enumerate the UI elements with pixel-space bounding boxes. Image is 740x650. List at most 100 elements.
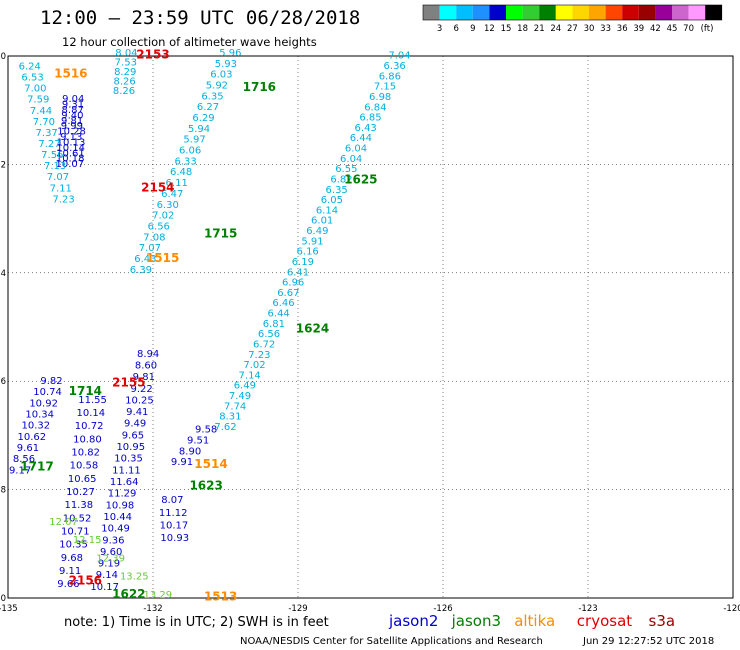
wave-height-value: 6.56 (148, 221, 170, 232)
wave-height-value: 7.23 (52, 194, 74, 205)
units-note: note: 1) Time is in UTC; 2) SWH is in fe… (64, 615, 329, 630)
wave-height-value: 12.07 (49, 517, 78, 528)
pass-time-label: 1514 (194, 457, 227, 471)
wave-height-value: 8.94 (137, 349, 159, 360)
wave-height-value: 10.95 (116, 442, 145, 453)
legend-altika: altika (514, 612, 555, 630)
wave-height-value: 6.36 (384, 61, 406, 72)
wave-height-value: 7.14 (239, 370, 261, 381)
wave-height-value: 7.02 (243, 360, 265, 371)
wave-height-value: 5.96 (219, 48, 241, 59)
map-title: 12:00 – 23:59 UTC 06/28/2018 (40, 7, 360, 29)
wave-height-value: 9.99 (61, 121, 83, 132)
colorbar-swatch (688, 5, 706, 20)
wave-height-value: 8.56 (13, 454, 35, 465)
graticule (8, 56, 733, 598)
wave-height-value: 6.24 (19, 62, 41, 73)
wave-height-value: 10.14 (77, 408, 106, 419)
colorbar-swatch (423, 5, 440, 20)
wave-height-value: 6.81 (263, 319, 285, 330)
timestamp: Jun 29 12:27:52 UTC 2018 (582, 636, 714, 647)
track-cyan-top: 8.047.538.298.268.26 (113, 48, 138, 97)
wave-height-value: 9.91 (171, 457, 193, 468)
wave-height-value: 9.51 (187, 436, 209, 447)
colorbar-swatch (638, 5, 656, 20)
wave-height-value: 10.82 (71, 448, 100, 459)
wave-height-value: 9.66 (57, 579, 79, 590)
wave-height-value: 7.07 (139, 243, 161, 254)
wave-height-value: 7.23 (248, 350, 270, 361)
wave-height-value: 6.46 (272, 298, 294, 309)
wave-height-value: 9.19 (98, 559, 120, 570)
wave-height-value: 9.65 (122, 430, 144, 441)
wave-height-value: 6.82 (330, 174, 352, 185)
wave-height-value: 10.65 (68, 474, 97, 485)
wave-height-value: 7.62 (214, 422, 236, 433)
track-lightgreen: 12.07 12.15 12.39 13.25 13.29 (49, 517, 172, 601)
wave-height-value: 7.04 (388, 51, 410, 62)
wave-height-value: 7.15 (374, 82, 396, 93)
wave-height-value: 6.44 (268, 309, 290, 320)
wave-height-value: 10.58 (70, 461, 99, 472)
wave-height-value: 6.96 (282, 278, 304, 289)
wave-height-value: 6.16 (297, 247, 319, 258)
wave-height-value: 7.13 (44, 161, 66, 172)
latitude-tick-label: -30 (0, 52, 6, 62)
wave-height-value: 6.44 (350, 133, 372, 144)
colorbar-tick-label: 45 (667, 24, 678, 34)
track-cyan-middle: 5.965.936.035.926.356.276.295.945.976.06… (130, 48, 242, 276)
wave-height-value: 6.53 (21, 73, 43, 84)
colorbar-tick-label: 27 (567, 24, 578, 34)
wave-height-value: 9.14 (96, 570, 118, 581)
wave-height-value: 12.39 (96, 553, 125, 564)
wave-height-value: 6.35 (326, 185, 348, 196)
wave-height-value: 9.81 (61, 116, 83, 127)
wave-height-value: 8.07 (161, 495, 183, 506)
colorbar-swatch (672, 5, 689, 20)
wave-height-value: 10.17 (160, 520, 189, 531)
wave-height-value: 7.08 (143, 232, 165, 243)
pass-time-labels: 2153 1516 1716 1625 2154 1715 1515 1624 2155 1714… (20, 48, 377, 604)
wave-height-value: 6.43 (355, 123, 377, 134)
colorbar-tick-label: 3 (437, 24, 442, 34)
colorbar: 3 6 9 12 15 18 21 24 27 30 33 36 39 42 45 70 (ft) (422, 4, 723, 34)
wave-height-value: 6.19 (292, 257, 314, 268)
wave-height-value: 5.91 (301, 236, 323, 247)
latitude-tick-label: -38 (0, 486, 6, 496)
wave-height-value: 6.01 (311, 216, 333, 227)
wave-height-value: 10.14 (56, 143, 85, 154)
pass-time-label: 1624 (296, 321, 329, 335)
wave-height-value: 10.62 (18, 432, 47, 443)
colorbar-swatch (555, 5, 573, 20)
wave-height-value: 6.72 (253, 339, 275, 350)
colorbar-outline (422, 4, 723, 21)
track-cyan-left: 6.246.537.007.597.447.707.377.277.567.13… (19, 62, 75, 206)
wave-height-value: 5.92 (206, 81, 228, 92)
wave-height-value: 9.58 (195, 425, 217, 436)
colorbar-swatch (589, 5, 606, 20)
wave-height-value: 10.34 (25, 409, 54, 420)
wave-height-value: 10.25 (125, 395, 154, 406)
wave-height-value: 7.27 (38, 139, 60, 150)
pass-time-label: 2154 (141, 181, 174, 195)
latitude-tick-label: -32 (0, 160, 6, 170)
colorbar-tick-label: 9 (470, 24, 475, 34)
wave-height-value: 9.04 (62, 94, 84, 105)
wave-height-value: 10.80 (73, 434, 102, 445)
pass-time-label: 1716 (243, 80, 276, 94)
wave-height-value: 11.29 (108, 489, 137, 500)
wave-height-value: 13.25 (120, 572, 149, 583)
wave-height-value: 9.82 (40, 376, 62, 387)
colorbar-swatch (506, 5, 523, 20)
wave-height-value: 9.49 (124, 419, 146, 430)
wave-height-value: 6.55 (335, 164, 357, 175)
legend-cryosat: cryosat (577, 612, 632, 630)
pass-time-label: 1625 (344, 172, 377, 186)
wave-height-value: 10.71 (61, 527, 90, 538)
wave-height-value: 10.17 (90, 582, 119, 593)
wave-height-value: 10.18 (56, 154, 85, 165)
wave-height-value: 10.07 (56, 159, 85, 170)
pass-time-label: 1623 (189, 479, 222, 493)
wave-height-value: 9.36 (102, 535, 124, 546)
